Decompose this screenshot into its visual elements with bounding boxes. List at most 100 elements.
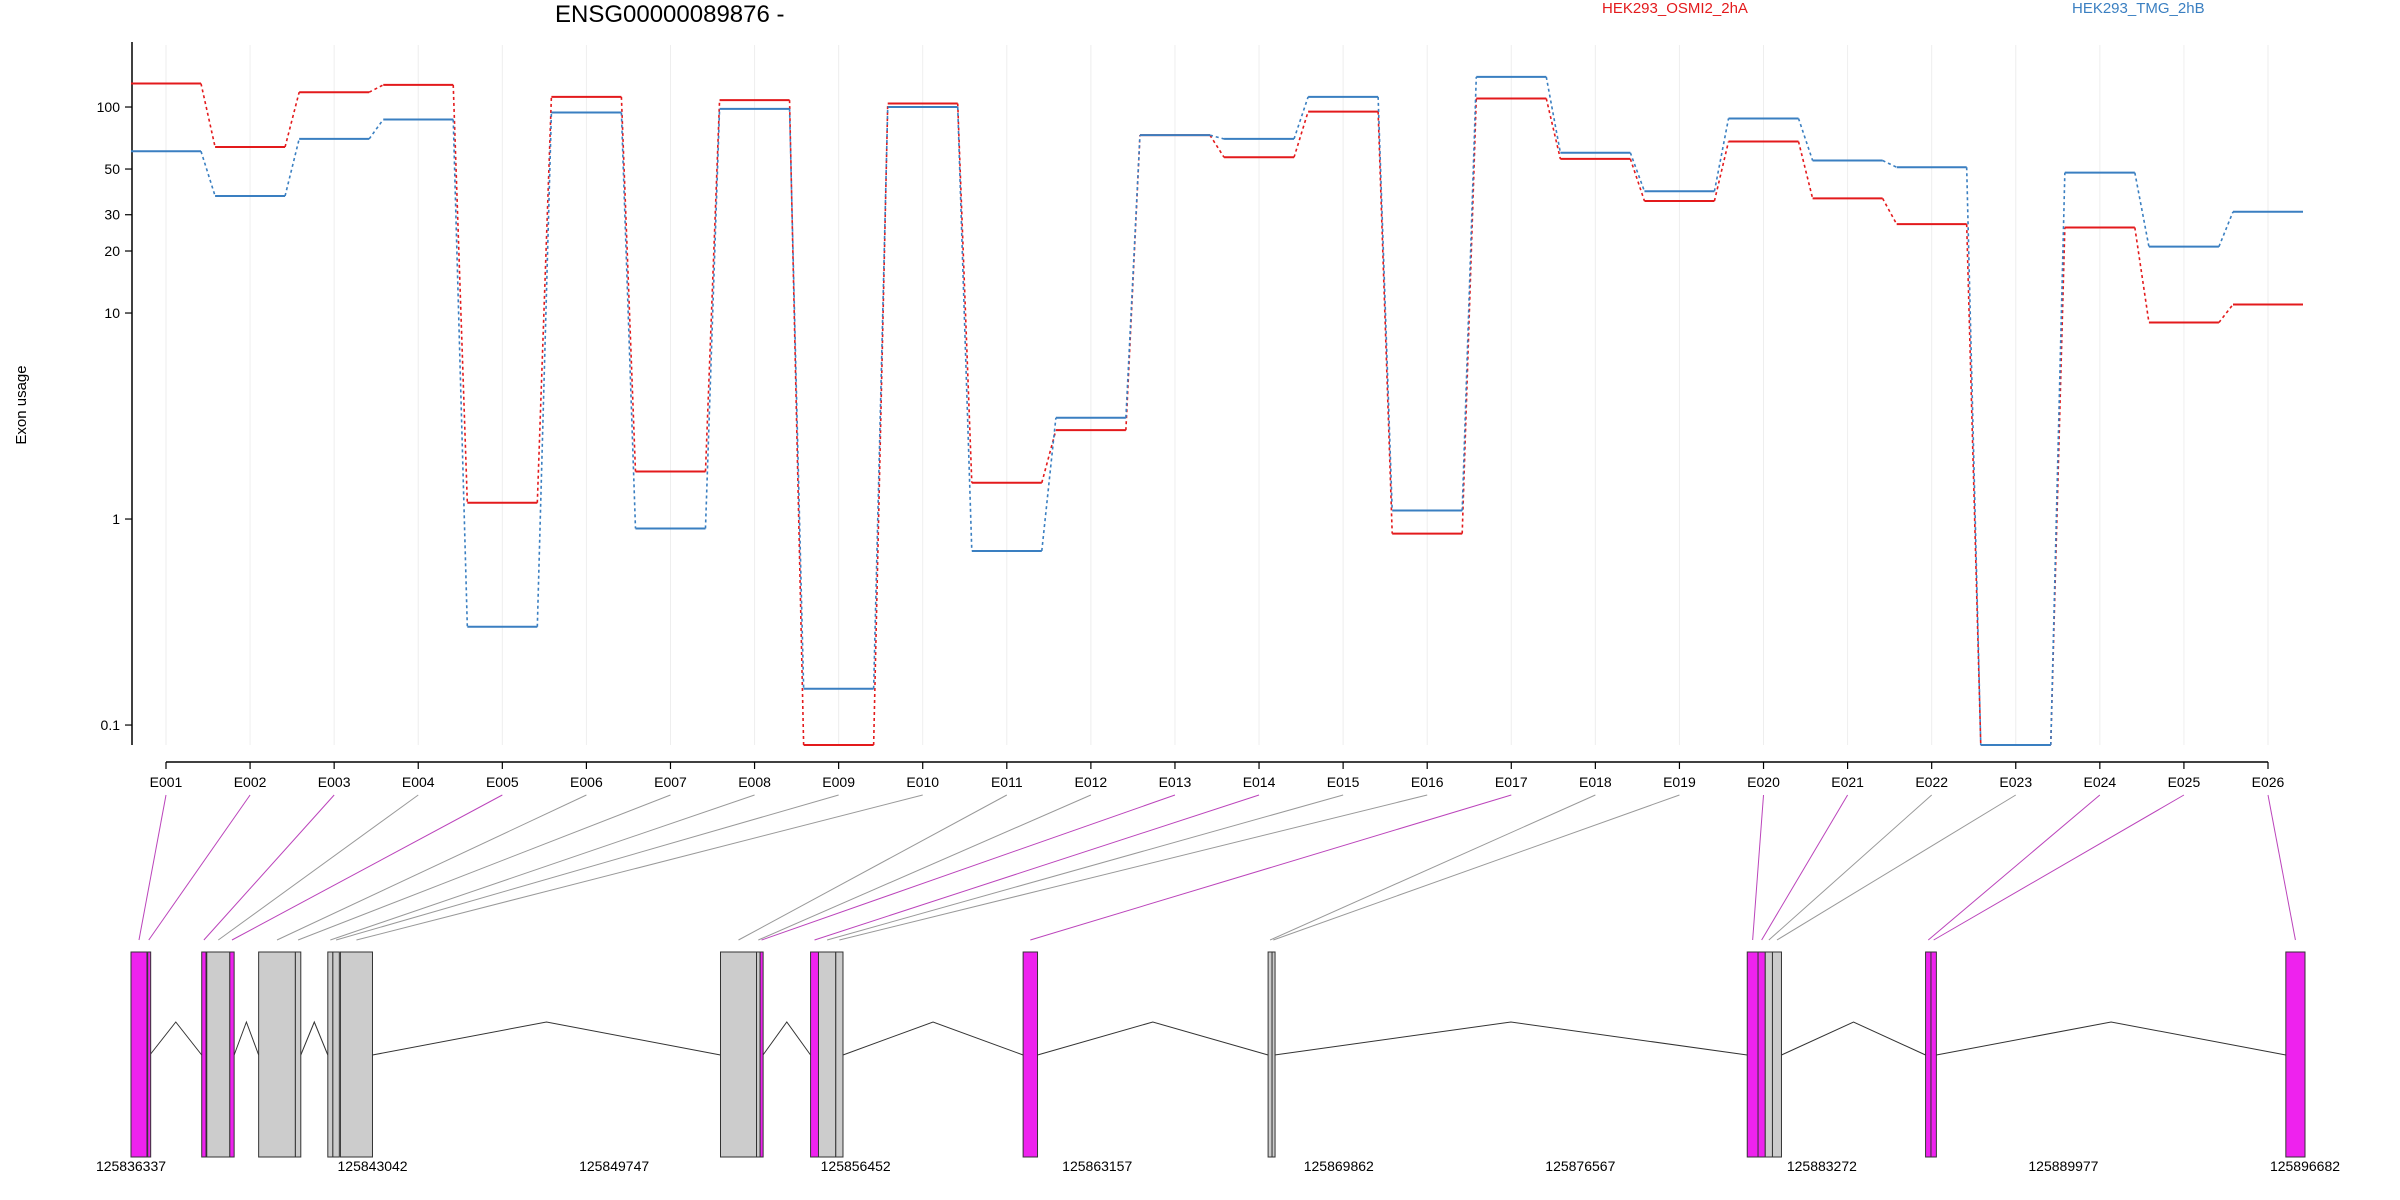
- series-1: [131, 82, 2303, 746]
- series-connector: [1713, 118, 1730, 192]
- connector-e014: [814, 794, 1260, 941]
- series-connector: [284, 92, 300, 148]
- x-tick-label: E025: [2168, 774, 2201, 790]
- x-tick-label: E016: [1411, 774, 1444, 790]
- connector-e021: [1761, 794, 1849, 941]
- exon-block-e009: [332, 951, 340, 1158]
- series-connector: [1209, 134, 1225, 158]
- series-connector: [1882, 159, 1898, 168]
- connector-e011: [738, 794, 1008, 941]
- x-tick-label: E011: [991, 774, 1023, 790]
- x-tick-label: E002: [234, 774, 267, 790]
- y-tick-label: 1: [112, 511, 120, 527]
- series-connector: [1209, 134, 1225, 140]
- series-connector: [1797, 118, 1814, 161]
- x-tick-label: E019: [1663, 774, 1696, 790]
- series-connector: [1041, 417, 1057, 552]
- series-connector: [1125, 135, 1141, 418]
- exon-block-e004: [206, 951, 231, 1158]
- x-tick-label: E018: [1579, 774, 1612, 790]
- series-connector: [1545, 98, 1562, 160]
- exon-block-e024: [1925, 951, 1932, 1158]
- y-tick-label: 30: [104, 207, 120, 223]
- x-tick-label: E008: [738, 774, 771, 790]
- connector-e007: [297, 794, 671, 941]
- exon-block-e022: [1764, 951, 1773, 1158]
- series-connector: [2049, 172, 2066, 746]
- genome-tick-label: 125856452: [821, 1158, 891, 1174]
- connector-e015: [826, 794, 1344, 941]
- series-connector: [1881, 198, 1898, 225]
- series-2: [131, 75, 2303, 746]
- x-tick-label: E010: [906, 774, 939, 790]
- connector-e017: [1030, 794, 1512, 941]
- series-connector: [788, 108, 805, 689]
- x-tick-label: E009: [822, 774, 855, 790]
- y-tick-label: 100: [97, 99, 121, 115]
- genome-tick-label: 125863157: [1062, 1158, 1132, 1174]
- series-connector: [1293, 96, 1309, 140]
- connector-e022: [1768, 794, 1933, 941]
- genome-tick-label: 125889977: [2028, 1158, 2098, 1174]
- series-connector: [1041, 429, 1057, 483]
- connector-e010: [356, 794, 923, 941]
- genome-tick-label: 125869862: [1304, 1158, 1374, 1174]
- series-connector: [2218, 211, 2234, 247]
- series-connector: [1461, 76, 1478, 511]
- connector-e024: [1927, 794, 2101, 941]
- exon-block-e023: [1771, 951, 1782, 1158]
- series-connector: [284, 138, 300, 197]
- x-tick-label: E001: [150, 774, 183, 790]
- series-connector: [536, 112, 553, 627]
- series-connector: [1965, 167, 1982, 746]
- series-connector: [620, 96, 637, 472]
- x-tick-label: E007: [654, 774, 687, 790]
- exon-block-e014: [810, 951, 819, 1158]
- x-tick-label: E021: [1831, 774, 1864, 790]
- legend-series-2: HEK293_TMG_2hB: [2072, 0, 2205, 17]
- series-connector: [1629, 158, 1646, 202]
- series-connector: [872, 106, 889, 689]
- series-connector: [536, 96, 553, 503]
- exon-block-e012: [756, 951, 761, 1158]
- series-connector: [2134, 172, 2150, 247]
- y-axis-label: Exon usage: [13, 365, 30, 444]
- exon-block-e015: [817, 951, 837, 1158]
- exon-block-e002: [147, 951, 152, 1158]
- x-tick-label: E024: [2083, 774, 2116, 790]
- x-tick-label: E022: [1915, 774, 1948, 790]
- x-tick-label: E003: [318, 774, 351, 790]
- genome-tick-label: 125836337: [96, 1158, 166, 1174]
- x-tick-label: E020: [1747, 774, 1780, 790]
- series-connector: [1293, 111, 1309, 158]
- legend-series-1: HEK293_OSMI2_2hA: [1602, 0, 1748, 17]
- series-connector: [956, 103, 973, 483]
- x-tick-label: E013: [1159, 774, 1192, 790]
- exon-block-e013: [759, 951, 764, 1158]
- chart-title: ENSG00000089876 -: [555, 1, 785, 28]
- connector-e002: [148, 794, 251, 941]
- connector-e009: [335, 794, 839, 941]
- exon-block-e007: [294, 951, 302, 1158]
- exon-block-e026: [2285, 951, 2306, 1158]
- x-tick-label: E006: [570, 774, 603, 790]
- series-connector: [368, 119, 384, 140]
- x-tick-label: E012: [1075, 774, 1108, 790]
- gridlines: [165, 45, 2269, 745]
- exon-block-e003: [201, 951, 207, 1158]
- intron-line: [1274, 1021, 1748, 1056]
- y-tick-label: 10: [104, 305, 120, 321]
- connector-e018: [1269, 794, 1596, 941]
- connector-e023: [1776, 794, 2017, 941]
- connector-e025: [1933, 794, 2185, 941]
- connector-e026: [2267, 794, 2296, 941]
- genome-tick-label: 125843042: [338, 1158, 408, 1174]
- exon-block-e006: [258, 951, 296, 1158]
- intron-line: [149, 1021, 203, 1056]
- y-tick-label: 50: [104, 161, 120, 177]
- series-connector: [200, 83, 216, 148]
- series-connector: [368, 84, 384, 93]
- exon-block-e021: [1757, 951, 1766, 1158]
